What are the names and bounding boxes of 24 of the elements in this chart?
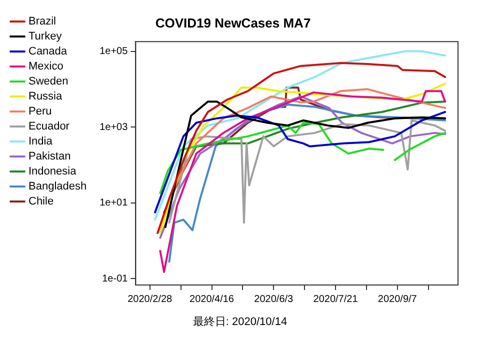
legend-label: Mexico <box>28 60 64 73</box>
x-tick-label: 2020/2/28 <box>128 294 173 305</box>
legend-label: Sweden <box>28 76 68 88</box>
legend-label: Turkey <box>28 30 62 43</box>
legend-label: Ecuador <box>28 120 70 133</box>
legend-label: Pakistan <box>28 150 71 163</box>
chart-title: COVID19 NewCases MA7 <box>155 15 311 30</box>
x-tick-label: 2020/9/7 <box>378 294 418 305</box>
y-tick-label: 1e+05 <box>100 46 128 58</box>
legend-label: Brazil <box>28 16 56 28</box>
legend-label: Chile <box>28 196 54 208</box>
legend-label: India <box>28 136 54 148</box>
legend-label: Bangladesh <box>28 180 87 193</box>
x-tick-label: 2020/6/3 <box>254 294 294 305</box>
y-tick-label: 1e+01 <box>100 198 128 209</box>
legend-label: Canada <box>28 46 68 58</box>
legend-label: Peru <box>28 106 52 118</box>
legend-label: Russia <box>28 90 64 103</box>
legend-label: Indonesia <box>28 166 78 178</box>
x-tick-label: 2020/7/21 <box>313 294 358 305</box>
text: 最終日: 2020/10/14 <box>192 315 288 329</box>
y-tick-label: 1e+03 <box>100 122 128 133</box>
x-tick-label: 2020/4/16 <box>190 294 234 305</box>
y-tick-label: 1e-01 <box>102 273 128 284</box>
